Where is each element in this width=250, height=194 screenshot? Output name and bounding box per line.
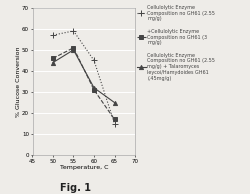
Cellulolytic Enzyme
Composition no GH61 (2.55
mg/g) xyxy=(72,30,75,32)
Cellulolytic Enzyme
Composition no GH61 (2.55
mg/g) + Talaromyces
leycoi/Hamydoides GH61
(.45mg/g) xyxy=(52,61,54,64)
Text: Fig. 1: Fig. 1 xyxy=(60,183,90,193)
Cellulolytic Enzyme
Composition no GH61 (2.55
mg/g) + Talaromyces
leycoi/Hamydoides GH61
(.45mg/g) xyxy=(92,87,96,89)
Y-axis label: % Glucose Conversion: % Glucose Conversion xyxy=(16,46,21,117)
Line: Cellulolytic Enzyme
Composition no GH61 (2.55
mg/g): Cellulolytic Enzyme Composition no GH61 … xyxy=(50,28,117,126)
Legend: Cellulolytic Enzyme
Composition no GH61 (2.55
mg/g), +Cellulolytic Enzyme
Compos: Cellulolytic Enzyme Composition no GH61 … xyxy=(137,5,215,81)
Cellulolytic Enzyme
Composition no GH61 (2.55
mg/g) xyxy=(52,34,54,36)
Line: +Cellulolytic Enzyme
Composition no GH61 (3
mg/g): +Cellulolytic Enzyme Composition no GH61… xyxy=(51,46,116,121)
+Cellulolytic Enzyme
Composition no GH61 (3
mg/g) xyxy=(52,57,54,60)
Line: Cellulolytic Enzyme
Composition no GH61 (2.55
mg/g) + Talaromyces
leycoi/Hamydoides GH61
(.45mg/g): Cellulolytic Enzyme Composition no GH61 … xyxy=(51,48,116,105)
+Cellulolytic Enzyme
Composition no GH61 (3
mg/g) xyxy=(72,47,75,49)
Cellulolytic Enzyme
Composition no GH61 (2.55
mg/g) + Talaromyces
leycoi/Hamydoides GH61
(.45mg/g) xyxy=(113,101,116,104)
X-axis label: Temperature, C: Temperature, C xyxy=(60,165,108,170)
Cellulolytic Enzyme
Composition no GH61 (2.55
mg/g) xyxy=(113,122,116,125)
Cellulolytic Enzyme
Composition no GH61 (2.55
mg/g) + Talaromyces
leycoi/Hamydoides GH61
(.45mg/g) xyxy=(72,49,75,51)
+Cellulolytic Enzyme
Composition no GH61 (3
mg/g) xyxy=(92,89,96,91)
+Cellulolytic Enzyme
Composition no GH61 (3
mg/g) xyxy=(113,118,116,120)
Cellulolytic Enzyme
Composition no GH61 (2.55
mg/g) xyxy=(92,59,96,61)
